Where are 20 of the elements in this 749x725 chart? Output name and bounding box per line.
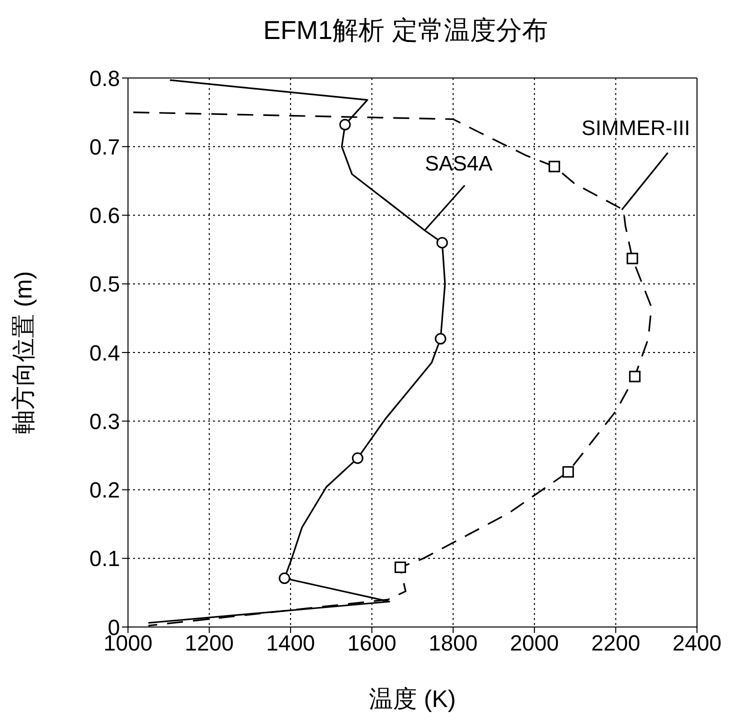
annotation: SIMMER-III: [582, 116, 690, 140]
y-tick-label: 0.6: [89, 203, 120, 228]
x-tick-label: 2200: [591, 630, 640, 656]
y-tick-label: 0.3: [89, 408, 120, 434]
y-tick-label: 0.1: [89, 546, 120, 572]
x-axis-title: 温度 (K): [369, 686, 456, 713]
annotation: SAS4A: [424, 152, 493, 176]
chart-title: EFM1解析 定常温度分布: [262, 14, 549, 47]
x-tick-label: 1800: [428, 630, 478, 656]
y-tick-label: 0.7: [89, 134, 120, 160]
y-tick-label: 0.5: [89, 272, 120, 297]
y-tick-label: 0.8: [89, 66, 120, 91]
x-tick-label: 1200: [184, 630, 234, 656]
x-tick-label: 2000: [510, 630, 559, 656]
y-axis-title: 軸方向位置 (m): [10, 271, 38, 434]
x-tick-label: 1400: [266, 630, 316, 656]
x-tick-label: 1600: [347, 630, 396, 656]
y-tick-label: 0.4: [89, 340, 120, 366]
y-tick-label: 0.2: [89, 478, 120, 503]
x-tick-label: 2400: [672, 630, 722, 656]
